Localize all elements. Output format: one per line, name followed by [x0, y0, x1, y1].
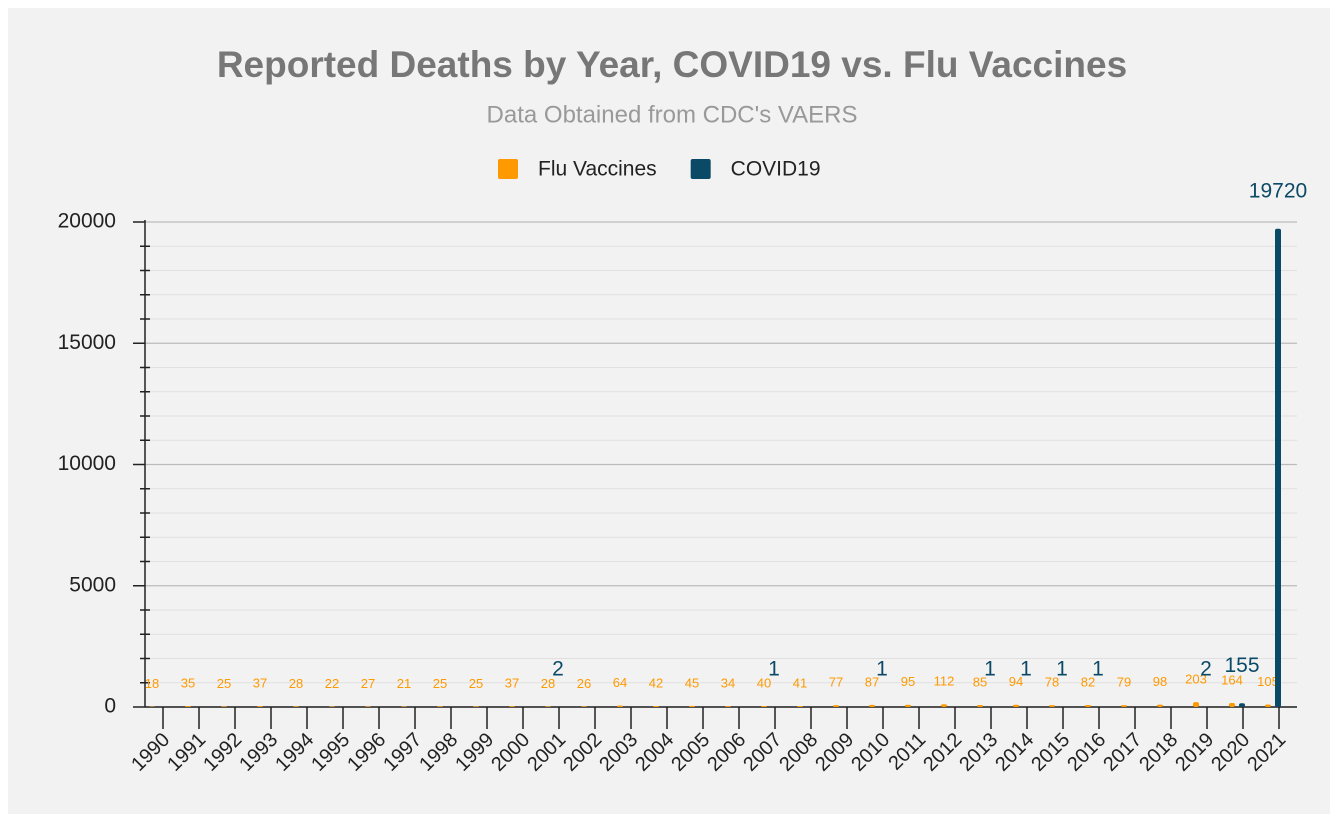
data-label: 35 [181, 676, 195, 691]
bar [617, 705, 623, 707]
data-label: 78 [1045, 675, 1059, 690]
bar [509, 706, 515, 707]
data-label: 64 [613, 675, 627, 690]
data-label: 95 [901, 674, 915, 689]
y-tick-label: 20000 [58, 210, 116, 233]
bar [905, 704, 911, 707]
bar [941, 704, 947, 707]
data-label: 28 [289, 676, 303, 691]
data-label: 41 [793, 675, 807, 690]
data-label: 79 [1117, 675, 1131, 690]
data-label: 164 [1221, 672, 1243, 687]
bar [1265, 704, 1271, 707]
bar [1193, 702, 1199, 707]
bar [581, 706, 587, 707]
data-label: 19720 [1249, 179, 1307, 202]
data-label: 27 [361, 676, 375, 691]
data-label: 37 [505, 676, 519, 691]
bar [293, 706, 299, 707]
data-label: 105 [1257, 674, 1279, 689]
data-label: 25 [469, 676, 483, 691]
data-label: 25 [433, 676, 447, 691]
data-label: 26 [577, 676, 591, 691]
data-label: 42 [649, 675, 663, 690]
bar [257, 706, 263, 707]
bar [1157, 704, 1163, 707]
data-label: 1 [984, 658, 996, 681]
data-label: 98 [1153, 674, 1167, 689]
bar [1121, 705, 1127, 707]
bar [761, 706, 767, 707]
data-label: 45 [685, 675, 699, 690]
data-label: 40 [757, 675, 771, 690]
bar [1229, 703, 1235, 707]
data-label: 28 [541, 676, 555, 691]
bar [185, 706, 191, 707]
y-tick-label: 10000 [58, 452, 116, 475]
data-label: 2 [552, 657, 564, 680]
data-label: 82 [1081, 674, 1095, 689]
data-label: 77 [829, 675, 843, 690]
data-label: 1 [1020, 658, 1032, 681]
data-label: 34 [721, 676, 735, 691]
bar [869, 704, 875, 707]
bar [653, 705, 659, 707]
bar [1049, 705, 1055, 707]
data-label: 1 [1056, 658, 1068, 681]
bar [797, 706, 803, 707]
bar [833, 705, 839, 707]
data-label: 112 [934, 674, 955, 689]
bar [401, 706, 407, 707]
y-tick-label: 0 [104, 695, 116, 718]
data-label: 22 [325, 676, 339, 691]
bar [329, 706, 335, 707]
data-label: 21 [397, 676, 411, 691]
data-label: 18 [145, 676, 159, 691]
bar [1275, 228, 1281, 708]
bar [1085, 705, 1091, 707]
data-label: 37 [253, 676, 267, 691]
bar [473, 706, 479, 707]
bar [689, 705, 695, 707]
data-label: 1 [768, 658, 780, 681]
bar [725, 706, 731, 707]
data-label: 203 [1185, 672, 1207, 687]
chart-title: Reported Deaths by Year, COVID19 vs. Flu… [217, 44, 1127, 85]
data-label: 87 [865, 674, 879, 689]
bar [545, 706, 551, 707]
chart-background [8, 8, 1330, 814]
bar [1013, 704, 1019, 707]
legend-swatch [690, 159, 711, 179]
y-tick-label: 5000 [69, 573, 116, 596]
data-label: 85 [973, 674, 987, 689]
data-label: 2 [1200, 657, 1212, 680]
data-label: 94 [1009, 674, 1023, 689]
y-tick-label: 15000 [58, 331, 116, 354]
legend-swatch [498, 159, 518, 179]
data-label: 155 [1224, 654, 1259, 677]
legend-label: Flu Vaccines [538, 158, 657, 181]
bar [1239, 703, 1245, 707]
bar [437, 706, 443, 707]
data-label: 25 [217, 676, 231, 691]
data-label: 1 [1092, 658, 1104, 681]
bar [365, 706, 371, 707]
chart-subtitle: Data Obtained from CDC's VAERS [487, 101, 858, 128]
legend-label: COVID19 [731, 158, 821, 181]
bar [977, 704, 983, 707]
data-label: 1 [876, 658, 888, 681]
bar [221, 706, 227, 707]
